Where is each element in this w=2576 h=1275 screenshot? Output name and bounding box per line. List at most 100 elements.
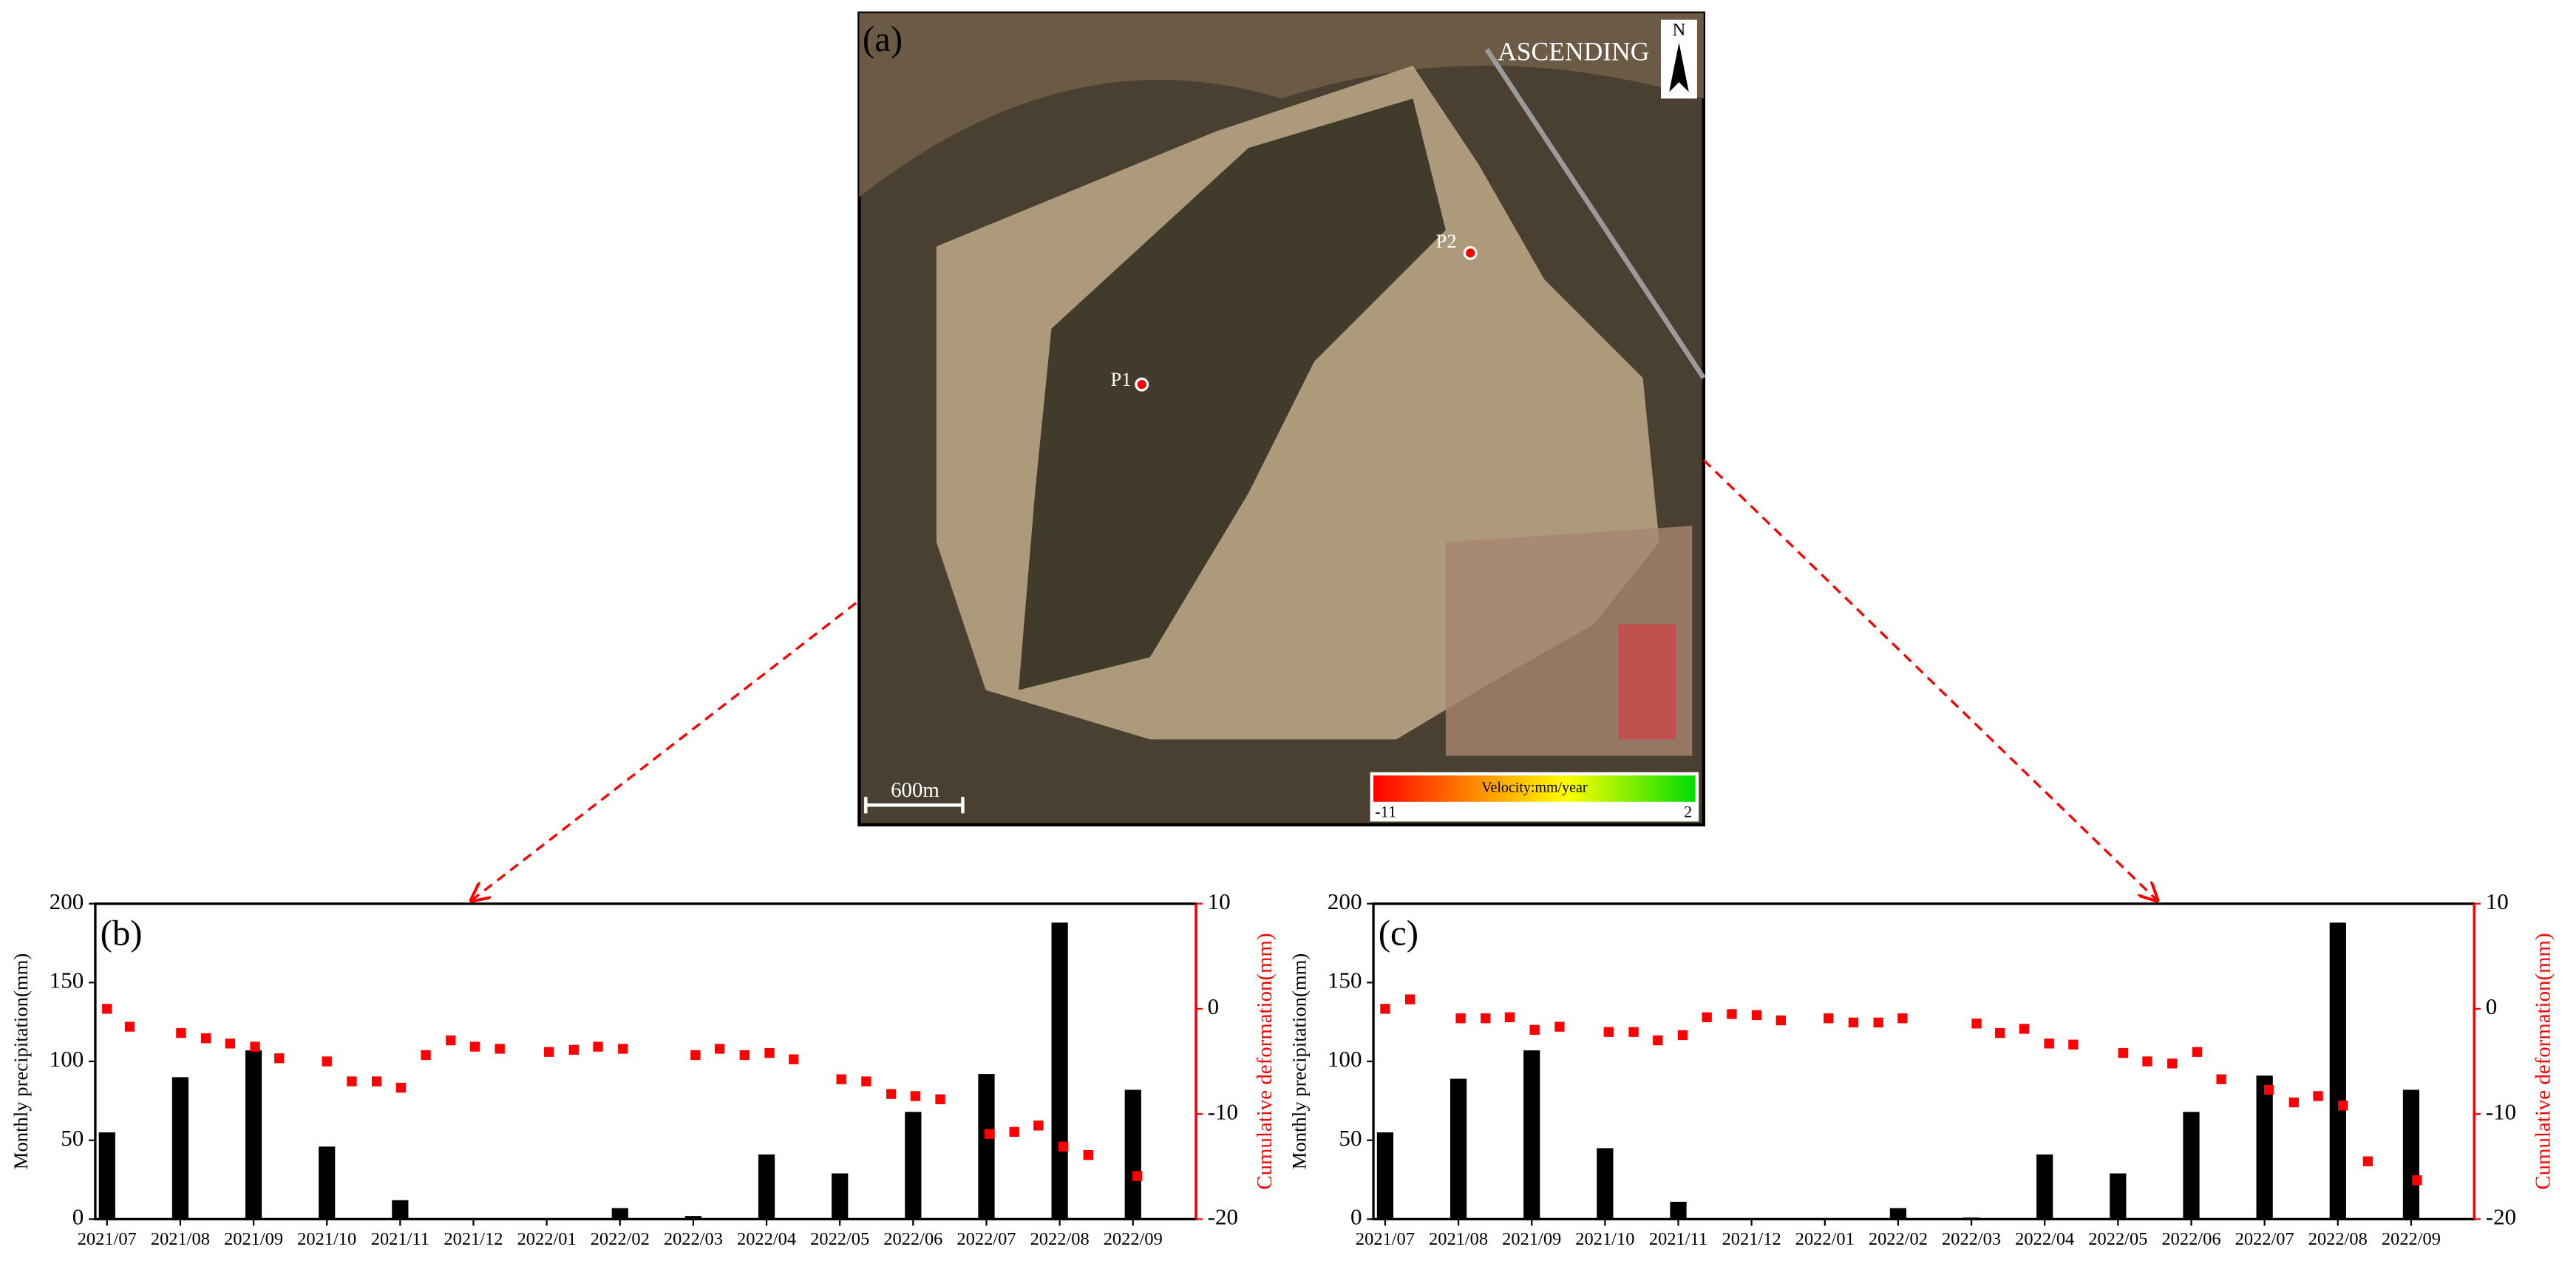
point: [1677, 1030, 1688, 1041]
y-tick-label: 100: [1328, 1046, 1362, 1072]
point: [618, 1044, 628, 1054]
bar: [1523, 1050, 1540, 1220]
point: [200, 1033, 211, 1044]
x-tick-label: 2021/08: [151, 1229, 210, 1249]
point: [371, 1076, 382, 1087]
x-tick-label: 2021/07: [1356, 1229, 1415, 1249]
bar: [1889, 1208, 1907, 1220]
point: [495, 1044, 505, 1054]
x-tick-label: 2022/07: [956, 1229, 1016, 1249]
stadium: [1618, 624, 1676, 740]
point: [1628, 1027, 1639, 1037]
y-tick-label: 0: [1350, 1204, 1362, 1230]
x-tick-label: 2022/08: [2308, 1229, 2368, 1249]
north-arrow: [1669, 42, 1689, 92]
bar: [2110, 1173, 2127, 1220]
point: [250, 1041, 260, 1052]
point: [2142, 1056, 2152, 1067]
point: [543, 1047, 554, 1057]
orbit-label: ASCENDING: [1498, 37, 1649, 67]
x-tick-label: 2022/03: [1942, 1229, 2001, 1249]
x-tick-label: 2021/09: [224, 1229, 283, 1249]
point: [2412, 1175, 2422, 1186]
point: [714, 1044, 725, 1054]
x-tick-label: 2021/11: [1649, 1229, 1707, 1249]
point: [2263, 1084, 2274, 1095]
bar: [978, 1074, 995, 1220]
bar: [1670, 1201, 1687, 1220]
point: [789, 1054, 799, 1064]
x-tick-label: 2021/11: [371, 1229, 429, 1249]
point: [1971, 1019, 1982, 1029]
point: [886, 1089, 897, 1099]
point: [1995, 1027, 2005, 1038]
y2-tick-label: -20: [1208, 1204, 1238, 1230]
map-panel: (a) ASCENDING N P1 P2 600m Velocity:mm/y…: [857, 11, 1706, 827]
x-tick-label: 2022/09: [2382, 1229, 2441, 1249]
point: [322, 1056, 332, 1067]
point: [593, 1041, 603, 1052]
vegetation: [1018, 98, 1446, 690]
point: [1653, 1035, 1663, 1046]
point-label: P1: [1110, 368, 1131, 390]
bar: [611, 1208, 628, 1220]
legend-max: 2: [1684, 802, 1692, 820]
point: [1702, 1012, 1712, 1022]
point: [1455, 1013, 1466, 1024]
y2-tick-label: -20: [2486, 1204, 2516, 1230]
point: [176, 1027, 186, 1038]
bar: [905, 1112, 922, 1220]
x-tick-label: 2022/01: [1795, 1229, 1855, 1249]
scale-bar: [864, 797, 965, 814]
point: [1848, 1017, 1859, 1028]
bar: [758, 1154, 775, 1220]
bar: [1124, 1089, 1141, 1220]
bar: [1597, 1148, 1614, 1220]
point: [1404, 994, 1416, 1004]
point: [469, 1041, 480, 1052]
x-tick-label: 2021/12: [444, 1229, 503, 1249]
point: [568, 1044, 579, 1055]
point: [910, 1091, 920, 1101]
legend-min: -11: [1375, 802, 1396, 820]
point: [1033, 1121, 1044, 1131]
point: [2192, 1047, 2203, 1057]
point-marker: [1463, 245, 1478, 260]
point: [690, 1050, 701, 1061]
scale-label: 600m: [891, 778, 939, 802]
point: [836, 1074, 846, 1084]
x-tick-label: 2022/06: [2161, 1229, 2220, 1249]
panel-label: (b): [101, 912, 143, 953]
x-tick-label: 2022/02: [1869, 1229, 1928, 1249]
y-tick-label: 200: [50, 888, 84, 914]
x-tick-label: 2022/03: [664, 1229, 723, 1249]
x-tick-label: 2022/06: [883, 1229, 942, 1249]
point: [2167, 1058, 2178, 1069]
point: [1529, 1024, 1540, 1036]
bar: [684, 1216, 702, 1220]
point: [102, 1004, 112, 1014]
bar: [98, 1132, 115, 1220]
x-tick-label: 2022/07: [2235, 1229, 2294, 1249]
point: [1824, 1013, 1834, 1024]
y-axis-title: Monthly precipitation(mm): [10, 953, 32, 1169]
y-tick-label: 150: [50, 967, 84, 993]
road: [1484, 47, 1706, 380]
point: [1481, 1013, 1491, 1024]
bar: [245, 1050, 262, 1220]
point: [347, 1076, 357, 1087]
x-tick-label: 2022/01: [517, 1229, 577, 1249]
bar: [2329, 922, 2346, 1220]
point: [739, 1050, 750, 1061]
point: [274, 1053, 285, 1064]
y2-tick-label: 0: [2486, 993, 2498, 1019]
point: [1897, 1013, 1908, 1024]
point: [1727, 1009, 1737, 1019]
point: [764, 1047, 775, 1058]
point: [2338, 1101, 2348, 1111]
y-tick-label: 50: [61, 1125, 84, 1151]
point: [2068, 1039, 2079, 1050]
legend-title: Velocity:mm/year: [1481, 780, 1588, 796]
